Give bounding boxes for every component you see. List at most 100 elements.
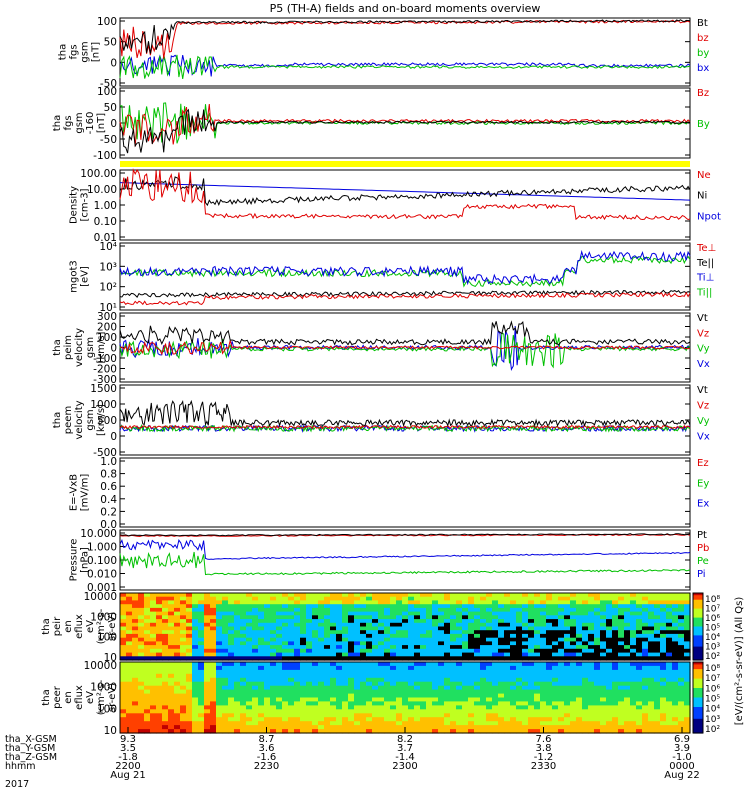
spectrogram-cell — [342, 600, 349, 605]
spectrogram-cell — [510, 693, 517, 699]
legend-vx: Vx — [697, 359, 710, 370]
spectrogram-cell — [498, 600, 505, 605]
spectrogram-cell — [666, 662, 673, 667]
spectrogram-cell — [408, 596, 415, 601]
spectrogram-cell — [294, 600, 301, 605]
spectrogram-cell — [288, 685, 295, 691]
spectrogram-cell — [120, 641, 127, 646]
spectrogram-cell — [402, 611, 409, 616]
spectrogram-cell — [270, 721, 277, 726]
spectrogram-cell — [396, 633, 403, 639]
spectrogram-cell — [252, 689, 259, 695]
series-line — [119, 424, 691, 430]
spectrogram-cell — [468, 721, 475, 726]
spectrogram-cell — [510, 662, 517, 667]
spectrogram-cell — [606, 725, 613, 730]
legend-vx: Vx — [697, 432, 710, 443]
colorbar-cell — [693, 692, 703, 696]
spectrogram-cell — [588, 656, 595, 661]
colorbar-tick-label: 10⁶ — [705, 614, 720, 624]
spectrogram-cell — [162, 701, 169, 706]
spectrogram-cell — [522, 656, 529, 661]
spectrogram-cell — [246, 701, 253, 706]
spectrogram-cell — [582, 607, 589, 613]
spectrogram-cell — [330, 721, 337, 726]
spectrogram-cell — [498, 673, 505, 679]
spectrogram-cell — [168, 641, 175, 646]
spectrogram-cell — [126, 669, 133, 675]
spectrogram-cell — [660, 611, 667, 616]
spectrogram-cell — [204, 604, 211, 609]
spectrogram-cell — [594, 725, 601, 730]
spectrogram-cell — [558, 725, 565, 730]
spectrogram-cell — [342, 641, 349, 646]
spectrogram-cell — [486, 615, 493, 620]
spectrogram-cell — [288, 713, 295, 718]
spectrogram-cell — [342, 697, 349, 702]
spectrogram-cell — [672, 729, 679, 734]
spectrogram-cell — [192, 705, 199, 710]
spectrogram-cell — [138, 630, 145, 635]
spectrogram-cell — [444, 677, 451, 683]
spectrogram-cell — [636, 645, 643, 650]
spectrogram-cell — [582, 713, 589, 718]
spectrogram-cell — [504, 701, 511, 706]
colorbar-cell — [693, 622, 703, 625]
spectrogram-cell — [258, 615, 265, 620]
spectrogram-cell — [288, 709, 295, 714]
spectrogram-cell — [222, 630, 229, 635]
spectrogram-cell — [624, 633, 631, 639]
spectrogram-cell — [192, 662, 199, 667]
spectrogram-cell — [336, 669, 343, 675]
spectrogram-cell — [444, 637, 451, 642]
spectrogram-cell — [600, 645, 607, 650]
spectrogram-cell — [366, 713, 373, 718]
spectrogram-cell — [324, 721, 331, 726]
spectrogram-cell — [378, 619, 385, 624]
spectrogram-cell — [192, 637, 199, 642]
spectrogram-cell — [588, 713, 595, 718]
spectrogram-cell — [174, 607, 181, 613]
spectrogram-cell — [594, 689, 601, 695]
spectrogram-cell — [468, 611, 475, 616]
spectrogram-cell — [450, 693, 457, 699]
spectrogram-cell — [564, 633, 571, 639]
spectrogram-cell — [666, 717, 673, 722]
spectrogram-cell — [318, 615, 325, 620]
spectrogram-cell — [258, 681, 265, 687]
spectrogram-cell — [300, 604, 307, 609]
spectrogram-cell — [402, 593, 409, 598]
spectrogram-cell — [678, 593, 685, 598]
spectrogram-cell — [270, 645, 277, 650]
spectrogram-cell — [186, 604, 193, 609]
spectrogram-cell — [354, 717, 361, 722]
spectrogram-cell — [612, 685, 619, 691]
colorbar-cell — [693, 635, 703, 639]
spectrogram-cell — [438, 681, 445, 687]
spectrogram-cell — [186, 648, 193, 654]
spectrogram-cell — [420, 697, 427, 702]
spectrogram-cell — [582, 709, 589, 714]
spectrogram-cell — [564, 697, 571, 702]
spectrogram-cell — [258, 656, 265, 661]
spectrogram-cell — [540, 607, 547, 613]
spectrogram-cell — [318, 656, 325, 661]
spectrogram-cell — [450, 622, 457, 628]
spectrogram-cell — [264, 662, 271, 667]
spectrogram-cell — [258, 709, 265, 714]
spectrogram-cell — [648, 725, 655, 730]
spectrogram-cell — [318, 648, 325, 654]
spectrogram-cell — [396, 626, 403, 631]
series-line — [119, 340, 691, 356]
spectrogram-cell — [216, 665, 223, 671]
spectrogram-cell — [426, 673, 433, 679]
spectrogram-cell — [210, 604, 217, 609]
spectrogram-cell — [396, 641, 403, 646]
spectrogram-cell — [222, 669, 229, 675]
spectrogram-cell — [360, 607, 367, 613]
spectrogram-cell — [558, 701, 565, 706]
x-tick-label-y-gsm: 3.7 — [397, 743, 413, 754]
spectrogram-cell — [366, 685, 373, 691]
spectrogram-cell — [288, 626, 295, 631]
spectrogram-cell — [150, 600, 157, 605]
